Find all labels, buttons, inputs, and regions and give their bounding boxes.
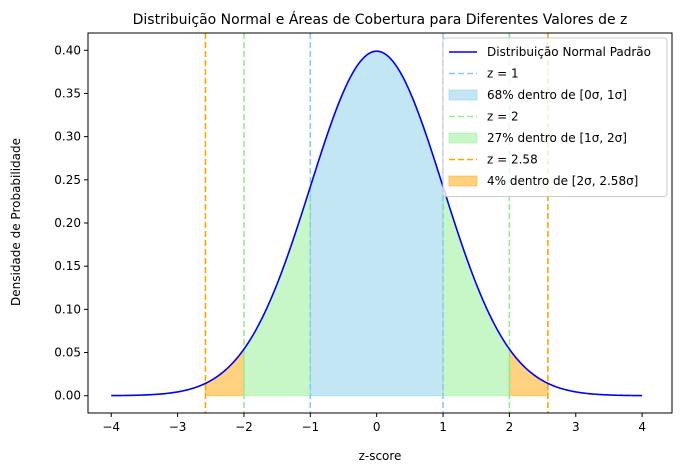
legend-label: 4% dentro de [2σ, 2.58σ]	[487, 174, 638, 188]
x-tick-label: 0	[373, 420, 381, 434]
legend-label: 27% dentro de [1σ, 2σ]	[487, 131, 627, 145]
legend-label: z = 1	[487, 67, 519, 81]
x-axis-label: z-score	[359, 449, 402, 463]
x-tick-label: 2	[506, 420, 514, 434]
x-tick-label: −4	[102, 420, 120, 434]
y-tick-label: 0.00	[54, 389, 81, 403]
normal-curve	[111, 50, 643, 397]
x-tick-label: −1	[301, 420, 319, 434]
y-tick-label: 0.05	[54, 346, 81, 360]
legend-handle	[448, 89, 478, 101]
x-tick-label: 1	[439, 420, 447, 434]
y-tick-label: 0.25	[54, 173, 81, 187]
legend-label: z = 2.58	[487, 153, 538, 167]
y-axis-ticks: 0.00 0.05 0.10 0.15 0.20 0.25 0.30 0.35 0.40	[54, 43, 88, 403]
y-tick-label: 0.15	[54, 259, 81, 273]
legend-label: Distribuição Normal Padrão	[487, 45, 651, 59]
legend-box	[442, 37, 668, 197]
legend-label: z = 2	[487, 110, 519, 124]
x-tick-label: −3	[169, 420, 187, 434]
chart-title: Distribuição Normal e Áreas de Cobertura…	[133, 11, 628, 28]
legend-handle	[448, 132, 478, 144]
legend-handle	[448, 175, 478, 187]
x-tick-label: 4	[638, 420, 646, 434]
x-tick-label: 3	[572, 420, 580, 434]
y-tick-label: 0.10	[54, 302, 81, 316]
x-axis-ticks: −4 −3 −2 −1 0 1 2 3 4	[102, 413, 646, 434]
area-1-segment-1	[309, 50, 444, 397]
x-tick-label: −2	[235, 420, 253, 434]
y-tick-label: 0.30	[54, 130, 81, 144]
y-axis-label: Densidade de Probabilidade	[9, 138, 23, 306]
y-tick-label: 0.20	[54, 216, 81, 230]
y-tick-label: 0.40	[54, 43, 81, 57]
legend: Distribuição Normal Padrão z = 1 68% dentr…	[442, 37, 668, 197]
y-tick-label: 0.35	[54, 86, 81, 100]
legend-label: 68% dentro de [0σ, 1σ]	[487, 88, 627, 102]
